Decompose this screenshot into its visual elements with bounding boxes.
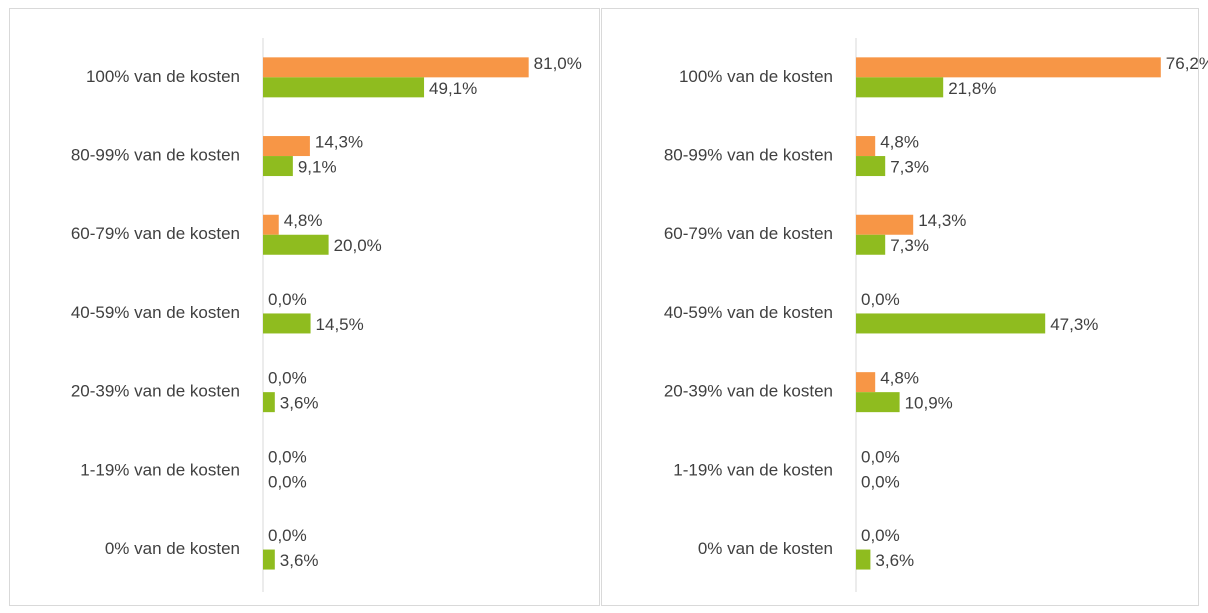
value-label: 0,0% [268, 290, 307, 309]
panel [9, 8, 600, 606]
value-label: 0,0% [268, 369, 307, 388]
value-label: 47,3% [1050, 315, 1098, 334]
bar [856, 156, 886, 177]
bar [856, 313, 1046, 334]
value-label: 3,6% [280, 551, 319, 570]
category-label: 80-99% van de kosten [664, 146, 833, 165]
bar [856, 392, 900, 413]
bar [263, 214, 279, 235]
value-label: 3,6% [875, 551, 914, 570]
bar [856, 214, 914, 235]
value-label: 0,0% [861, 290, 900, 309]
category-label: 40-59% van de kosten [71, 303, 240, 322]
value-label: 4,8% [880, 369, 919, 388]
value-label: 0,0% [861, 472, 900, 491]
category-label: 100% van de kosten [679, 67, 833, 86]
category-label: 20-39% van de kosten [71, 382, 240, 401]
category-label: 0% van de kosten [698, 539, 833, 558]
value-label: 14,3% [315, 133, 363, 152]
bar [263, 57, 529, 78]
value-label: 0,0% [268, 472, 307, 491]
category-label: 0% van de kosten [105, 539, 240, 558]
value-label: 3,6% [280, 394, 319, 413]
value-label: 49,1% [429, 79, 477, 98]
category-label: 60-79% van de kosten [664, 224, 833, 243]
value-label: 14,3% [918, 211, 966, 230]
value-label: 0,0% [861, 526, 900, 545]
bar [263, 392, 275, 413]
value-label: 4,8% [284, 211, 323, 230]
panel [601, 8, 1199, 606]
category-label: 40-59% van de kosten [664, 303, 833, 322]
value-label: 20,0% [334, 236, 382, 255]
value-label: 81,0% [534, 54, 582, 73]
bar [263, 549, 275, 570]
category-label: 80-99% van de kosten [71, 146, 240, 165]
value-label: 0,0% [268, 526, 307, 545]
value-label: 0,0% [861, 447, 900, 466]
bar [856, 57, 1161, 78]
category-label: 20-39% van de kosten [664, 382, 833, 401]
value-label: 7,3% [890, 236, 929, 255]
bar [263, 313, 311, 334]
value-label: 21,8% [948, 79, 996, 98]
bar [856, 77, 944, 98]
bar [263, 234, 329, 255]
bar [263, 136, 310, 157]
category-label: 1-19% van de kosten [673, 460, 833, 479]
value-label: 10,9% [905, 394, 953, 413]
category-label: 100% van de kosten [86, 67, 240, 86]
bar [856, 549, 871, 570]
bar [263, 156, 293, 177]
bar [856, 372, 876, 393]
bar [856, 136, 876, 157]
value-label: 0,0% [268, 447, 307, 466]
value-label: 4,8% [880, 133, 919, 152]
category-label: 60-79% van de kosten [71, 224, 240, 243]
category-label: 1-19% van de kosten [80, 460, 240, 479]
value-label: 76,2% [1166, 54, 1208, 73]
value-label: 7,3% [890, 158, 929, 177]
bar [856, 234, 886, 255]
value-label: 14,5% [316, 315, 364, 334]
bar [263, 77, 425, 98]
value-label: 9,1% [298, 158, 337, 177]
